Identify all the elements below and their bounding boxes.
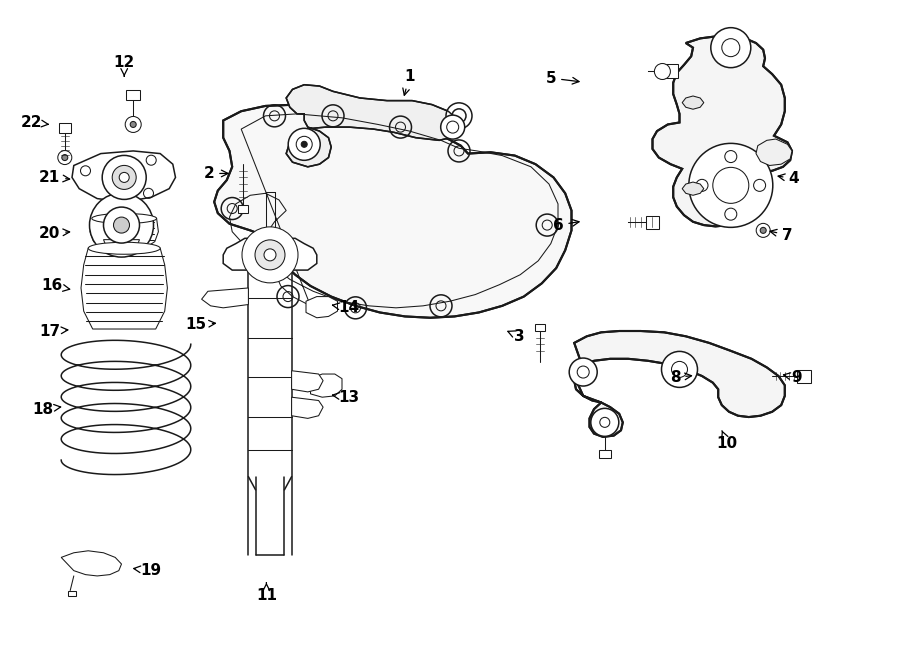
Polygon shape [574, 331, 785, 437]
Text: 14: 14 [332, 301, 360, 315]
Text: 4: 4 [778, 171, 799, 186]
Polygon shape [652, 36, 792, 226]
Polygon shape [682, 96, 704, 109]
Text: 3: 3 [508, 329, 525, 344]
Text: 9: 9 [784, 370, 802, 385]
Polygon shape [90, 218, 158, 246]
Text: 18: 18 [32, 402, 60, 416]
Bar [68, 591, 76, 596]
Bar [238, 205, 248, 213]
Circle shape [696, 179, 708, 191]
Circle shape [753, 179, 766, 191]
Circle shape [62, 154, 68, 161]
Bar [664, 64, 679, 79]
Circle shape [130, 121, 136, 128]
Polygon shape [756, 139, 792, 166]
Circle shape [688, 144, 773, 227]
Polygon shape [223, 238, 317, 270]
Circle shape [662, 352, 698, 387]
Polygon shape [306, 297, 338, 318]
Polygon shape [81, 248, 167, 329]
Circle shape [713, 167, 749, 203]
Circle shape [264, 249, 276, 261]
Circle shape [760, 227, 766, 234]
Polygon shape [292, 371, 323, 392]
Text: 7: 7 [770, 228, 793, 242]
Circle shape [724, 208, 737, 220]
Polygon shape [72, 151, 176, 202]
Bar [646, 216, 659, 229]
Circle shape [441, 115, 464, 139]
Circle shape [112, 166, 136, 189]
Circle shape [302, 141, 307, 148]
Text: 13: 13 [332, 390, 360, 404]
Polygon shape [286, 85, 461, 167]
Text: 11: 11 [256, 583, 277, 603]
Circle shape [242, 227, 298, 283]
Polygon shape [310, 374, 342, 397]
Text: 19: 19 [134, 563, 162, 578]
Circle shape [125, 117, 141, 132]
Text: 5: 5 [545, 71, 579, 85]
Circle shape [103, 156, 146, 199]
Bar [797, 370, 812, 383]
Circle shape [58, 150, 72, 165]
Circle shape [590, 408, 619, 436]
Circle shape [113, 217, 130, 233]
Text: 12: 12 [113, 56, 135, 76]
Text: 20: 20 [39, 226, 69, 240]
Text: 21: 21 [39, 170, 69, 185]
Bar [598, 450, 611, 458]
Polygon shape [61, 551, 122, 576]
Text: 2: 2 [203, 166, 228, 181]
Circle shape [104, 207, 140, 243]
Polygon shape [292, 397, 323, 418]
Circle shape [446, 103, 472, 129]
Circle shape [89, 193, 154, 257]
Text: 22: 22 [21, 115, 49, 130]
Bar [126, 90, 140, 100]
Circle shape [569, 358, 598, 386]
Circle shape [711, 28, 751, 68]
Text: 8: 8 [670, 370, 691, 385]
Circle shape [654, 64, 670, 79]
Bar [58, 123, 71, 133]
Text: 16: 16 [41, 279, 69, 293]
Circle shape [756, 223, 770, 238]
Polygon shape [214, 105, 572, 318]
Text: 1: 1 [403, 69, 415, 95]
Bar [535, 324, 545, 331]
Circle shape [119, 172, 130, 183]
Circle shape [724, 150, 737, 163]
Polygon shape [682, 182, 704, 195]
Text: 6: 6 [553, 218, 579, 232]
Ellipse shape [88, 242, 160, 254]
Circle shape [288, 128, 320, 160]
Text: 10: 10 [716, 431, 738, 451]
Text: 15: 15 [185, 317, 215, 332]
Text: 17: 17 [39, 324, 68, 338]
Polygon shape [104, 240, 140, 253]
Polygon shape [202, 288, 248, 308]
Circle shape [255, 240, 285, 270]
Ellipse shape [92, 213, 157, 224]
